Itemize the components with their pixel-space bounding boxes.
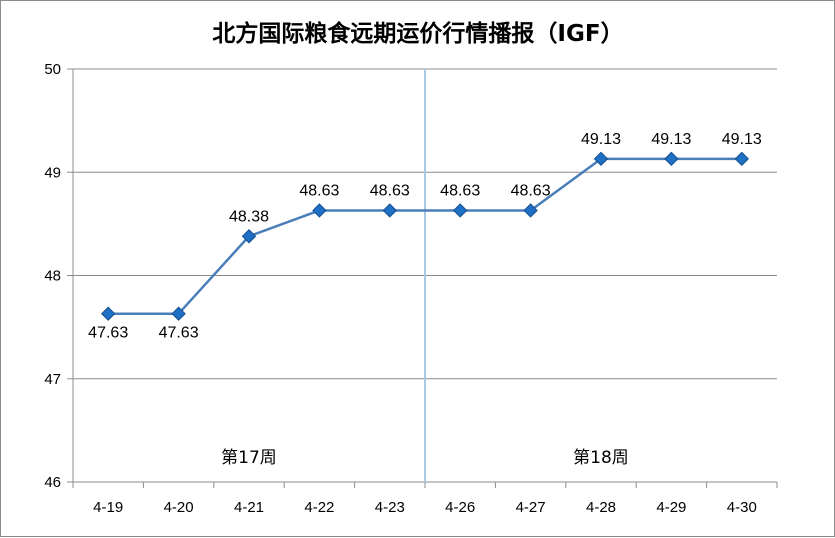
annotation-layer: 第17周 第18周: [221, 448, 629, 468]
x-tick-label: 4-20: [164, 499, 194, 516]
chart-title: 北方国际粮食远期运价行情播报（IGF）: [212, 20, 623, 47]
x-tick-label: 4-19: [93, 499, 123, 516]
series-layer: [100, 151, 750, 321]
x-tick-label: 4-29: [656, 499, 686, 516]
data-label: 48.63: [440, 182, 480, 199]
x-tick-label: 4-27: [516, 499, 546, 516]
grid-layer: [67, 68, 777, 483]
axis-layer: 46 47 48 49 50 4-19 4-20 4-21 4-22 4-23 4-26 4-27 4-…: [44, 61, 778, 516]
data-label: 49.13: [722, 131, 762, 148]
x-tick-label: 4-28: [586, 499, 616, 516]
data-point-marker: [523, 203, 538, 218]
data-label: 47.63: [88, 325, 128, 342]
week-annotation: 第18周: [573, 448, 629, 468]
data-label: 48.63: [511, 182, 551, 199]
x-tick-label: 4-30: [727, 499, 757, 516]
y-tick-label: 50: [44, 61, 61, 78]
data-label: 48.63: [299, 182, 339, 199]
label-layer: 47.63 47.63 48.38 48.63 48.63 48.63 48.63 49.13…: [88, 131, 762, 342]
data-point-marker: [382, 203, 398, 218]
data-point-marker: [452, 203, 468, 218]
data-point-marker: [734, 151, 750, 167]
data-point-marker: [312, 203, 327, 218]
data-point-marker: [593, 151, 609, 167]
y-tick-label: 47: [44, 371, 61, 388]
x-tick-label: 4-22: [304, 499, 334, 516]
data-label: 49.13: [581, 131, 621, 148]
y-tick-label: 48: [44, 268, 61, 285]
series-line: [108, 157, 742, 315]
week-annotation: 第17周: [221, 448, 277, 468]
x-tick-label: 4-21: [234, 499, 264, 516]
data-label: 47.63: [159, 325, 199, 342]
y-tick-label: 49: [44, 164, 61, 181]
y-tick-label: 46: [44, 474, 61, 491]
x-tick-label: 4-23: [375, 499, 405, 516]
data-label: 49.13: [651, 131, 691, 148]
data-point-marker: [171, 306, 186, 321]
data-label: 48.38: [229, 208, 269, 225]
data-point-marker: [664, 151, 679, 167]
x-tick-label: 4-26: [445, 499, 475, 516]
data-point-marker: [100, 306, 116, 321]
data-label: 48.63: [370, 182, 410, 199]
data-point-marker: [241, 229, 257, 244]
